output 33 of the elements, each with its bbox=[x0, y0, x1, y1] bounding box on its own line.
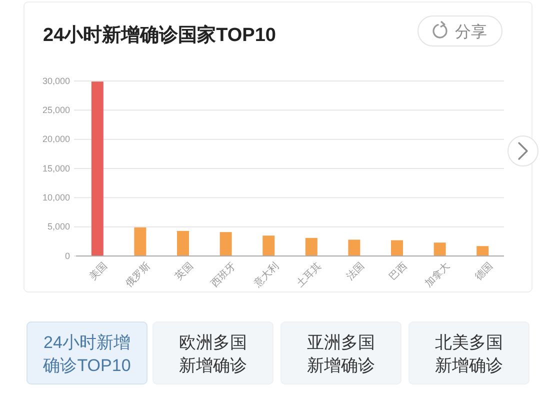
text: 北美多国新增确诊 bbox=[435, 333, 503, 375]
bar bbox=[305, 238, 318, 256]
bar bbox=[91, 82, 104, 256]
x-tick-label: 巴西 bbox=[388, 260, 410, 283]
text: 欧洲多国新增确诊 bbox=[179, 333, 247, 375]
bar bbox=[434, 242, 446, 256]
y-tick-label: 0 bbox=[64, 250, 70, 261]
y-tick-label: 10,000 bbox=[42, 192, 70, 203]
x-tick-label: 土耳其 bbox=[294, 260, 324, 290]
bar bbox=[476, 246, 489, 256]
x-tick-label: 意大利 bbox=[250, 260, 282, 290]
bar bbox=[134, 227, 146, 256]
text: 24小时新增确诊TOP10 bbox=[42, 333, 131, 375]
x-tick-label: 德国 bbox=[473, 260, 496, 283]
y-tick-label: 5,000 bbox=[47, 222, 70, 232]
x-tick-label: 俄罗斯 bbox=[122, 260, 153, 290]
share-button: 分享 bbox=[418, 16, 502, 46]
bar bbox=[220, 232, 232, 256]
x-tick-label: 美国 bbox=[87, 260, 110, 283]
y-tick-label: 20,000 bbox=[42, 134, 70, 144]
chart-title: 24小时新增确诊国家TOP10 bbox=[43, 24, 276, 46]
x-tick-label: 加拿大 bbox=[422, 260, 452, 290]
bar bbox=[348, 240, 360, 256]
text: 亚洲多国新增确诊 bbox=[307, 333, 375, 375]
x-tick-label: 英国 bbox=[172, 260, 196, 283]
y-tick-label: 25,000 bbox=[42, 105, 70, 116]
bar bbox=[262, 236, 275, 256]
bar bbox=[391, 240, 403, 256]
y-tick-label: 15,000 bbox=[42, 163, 70, 174]
x-tick-label: 法国 bbox=[344, 260, 367, 283]
x-tick-label: 西班牙 bbox=[208, 260, 238, 290]
bar bbox=[177, 230, 189, 256]
y-tick-label: 30,000 bbox=[42, 76, 70, 86]
